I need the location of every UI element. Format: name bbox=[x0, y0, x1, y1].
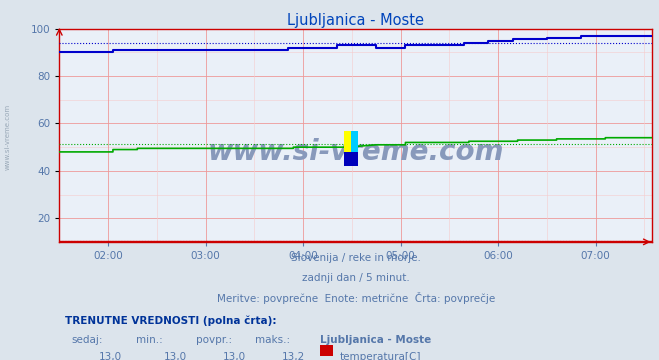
Text: min.:: min.: bbox=[136, 335, 163, 345]
Title: Ljubljanica - Moste: Ljubljanica - Moste bbox=[287, 13, 424, 28]
Text: povpr.:: povpr.: bbox=[196, 335, 232, 345]
Text: 13,2: 13,2 bbox=[282, 352, 306, 360]
Polygon shape bbox=[344, 152, 358, 166]
Text: TRENUTNE VREDNOSTI (polna črta):: TRENUTNE VREDNOSTI (polna črta): bbox=[65, 316, 277, 327]
Text: sedaj:: sedaj: bbox=[71, 335, 103, 345]
Text: www.si-vreme.com: www.si-vreme.com bbox=[208, 138, 504, 166]
Text: Meritve: povprečne  Enote: metrične  Črta: povprečje: Meritve: povprečne Enote: metrične Črta:… bbox=[217, 292, 495, 305]
Text: Slovenija / reke in morje.: Slovenija / reke in morje. bbox=[291, 253, 421, 263]
Text: 13,0: 13,0 bbox=[98, 352, 121, 360]
Text: zadnji dan / 5 minut.: zadnji dan / 5 minut. bbox=[302, 273, 410, 283]
Text: maks.:: maks.: bbox=[255, 335, 290, 345]
Polygon shape bbox=[344, 131, 351, 152]
FancyBboxPatch shape bbox=[320, 345, 333, 360]
Text: temperatura[C]: temperatura[C] bbox=[339, 352, 420, 360]
Text: 13,0: 13,0 bbox=[223, 352, 246, 360]
Text: www.si-vreme.com: www.si-vreme.com bbox=[5, 104, 11, 170]
Text: 13,0: 13,0 bbox=[163, 352, 187, 360]
Text: Ljubljanica - Moste: Ljubljanica - Moste bbox=[320, 335, 432, 345]
Polygon shape bbox=[351, 131, 358, 152]
